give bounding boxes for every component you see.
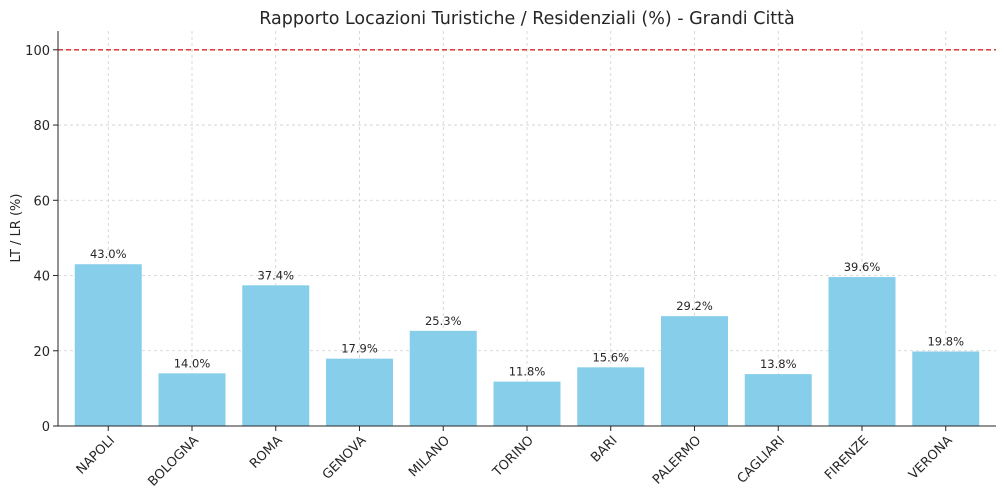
x-tick-label: ROMA [247, 433, 286, 472]
data-label: 39.6% [844, 260, 881, 274]
data-label: 37.4% [257, 268, 294, 282]
y-tick-label: 100 [25, 44, 50, 59]
chart-title: Rapporto Locazioni Turistiche / Residenz… [259, 9, 795, 29]
bar-palermo [661, 316, 728, 426]
x-tick-label: CAGLIARI [735, 433, 788, 486]
y-tick-label: 20 [33, 345, 50, 360]
x-tick-label: FIRENZE [822, 433, 872, 483]
y-axis-label: LT / LR (%) [9, 194, 24, 263]
x-tick-label: TORINO [489, 433, 536, 480]
x-tick-label: PALERMO [650, 433, 704, 487]
y-tick-label: 80 [33, 119, 50, 134]
data-label: 43.0% [90, 247, 127, 261]
bar-bari [577, 367, 645, 426]
data-label: 14.0% [174, 356, 211, 370]
data-label: 13.8% [760, 357, 797, 371]
data-label: 25.3% [425, 314, 462, 328]
bar-firenze [828, 277, 896, 426]
bar-cagliari [744, 374, 812, 426]
bar-bologna [158, 373, 226, 426]
x-tick-label: NAPOLI [74, 433, 118, 477]
x-tick-label: VERONA [906, 433, 956, 483]
x-ticks: NAPOLI BOLOGNA ROMA GENOVA MILANO TORINO BARI P… [74, 426, 956, 490]
data-label: 17.9% [341, 342, 378, 356]
y-tick-label: 40 [33, 270, 50, 285]
bar-genova [326, 358, 393, 426]
bar-roma [242, 285, 310, 426]
y-tick-label: 60 [33, 194, 50, 209]
bar-verona [912, 351, 980, 426]
data-label: 19.8% [927, 335, 964, 349]
y-ticks: 0 20 40 60 80 100 [25, 44, 58, 435]
data-label: 29.2% [676, 299, 713, 313]
x-tick-label: BOLOGNA [146, 433, 202, 489]
bar-napoli [74, 264, 142, 426]
bars [74, 264, 980, 426]
x-tick-label: MILANO [406, 433, 453, 480]
x-tick-label: BARI [588, 433, 620, 465]
bar-milano [409, 330, 477, 426]
x-tick-label: GENOVA [320, 433, 370, 483]
data-label: 15.6% [592, 350, 629, 364]
y-tick-label: 0 [42, 420, 50, 435]
bar-torino [493, 381, 561, 426]
data-labels: 43.0% 14.0% 37.4% 17.9% 25.3% 11.8% 15.6% 29.2%… [90, 247, 964, 378]
data-label: 11.8% [509, 365, 546, 379]
